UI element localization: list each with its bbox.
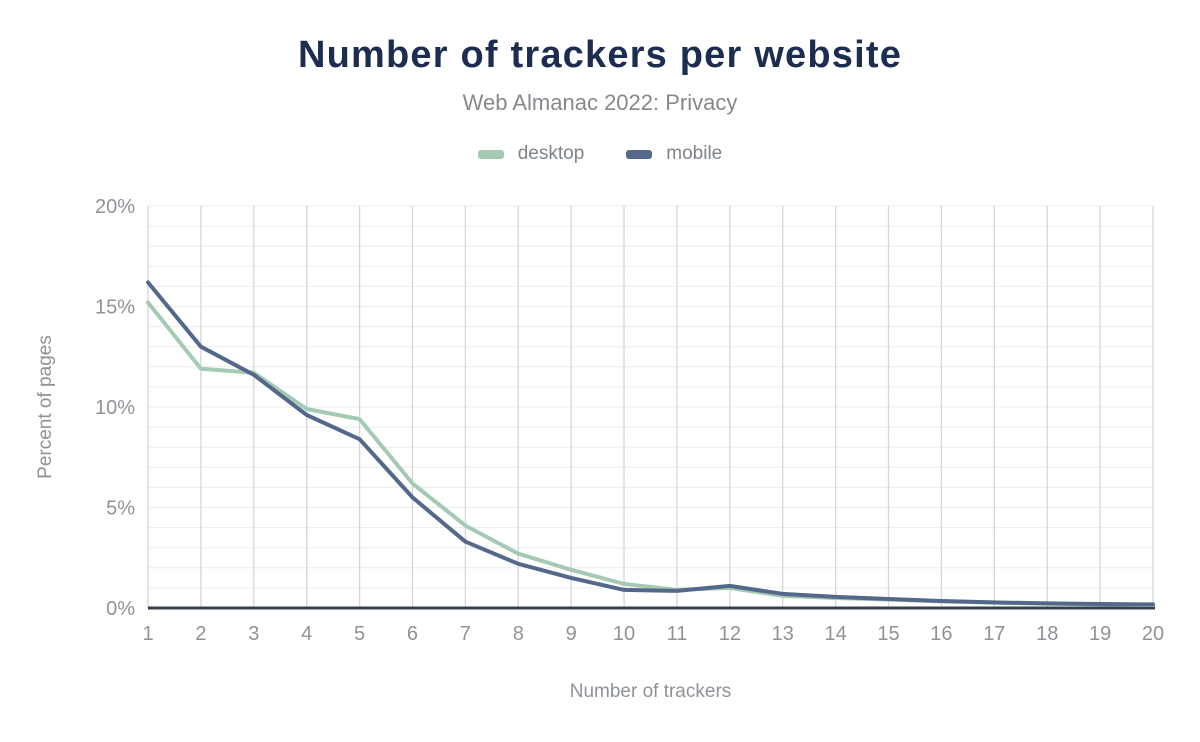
legend-label: mobile (666, 143, 723, 164)
x-tick-label: 1 (142, 623, 153, 645)
x-tick-label: 14 (825, 623, 847, 645)
legend: desktop mobile (0, 143, 1200, 165)
x-tick-label: 11 (667, 623, 688, 645)
x-tick-label: 3 (248, 623, 259, 645)
desktop-legend-swatch-icon (477, 149, 504, 159)
y-axis-title: Percent of pages (35, 335, 56, 479)
desktop-line (146, 300, 1155, 607)
x-tick-label: 17 (983, 623, 1005, 645)
x-tick-label: 13 (772, 623, 794, 645)
x-axis-title: Number of trackers (569, 681, 732, 702)
x-tick-label: 20 (1142, 623, 1164, 645)
mobile-line (146, 280, 1155, 607)
legend-label: desktop (517, 143, 585, 164)
x-tick-label: 2 (195, 623, 206, 645)
chart-subtitle: Web Almanac 2022: Privacy (462, 90, 738, 115)
y-tick-label: 20% (95, 196, 135, 218)
x-tick-label: 19 (1089, 623, 1111, 645)
y-tick-label: 10% (95, 397, 135, 419)
x-tick-label: 9 (566, 623, 577, 645)
x-tick-label: 12 (719, 623, 741, 645)
y-tick-label: 0% (106, 598, 135, 620)
x-tick-label: 6 (407, 623, 418, 645)
x-tick-label: 10 (613, 623, 635, 645)
x-tick-label: 4 (301, 623, 312, 645)
chart-title: Number of trackers per website (297, 34, 903, 76)
x-tick-label: 7 (460, 623, 471, 645)
legend-item-desktop[interactable]: desktop (477, 143, 585, 165)
y-tick-label: 5% (106, 498, 135, 520)
x-tick-label: 8 (513, 623, 524, 645)
y-tick-label: 15% (95, 297, 135, 319)
x-tick-label: 18 (1036, 623, 1058, 645)
legend-item-mobile[interactable]: mobile (626, 143, 722, 165)
x-tick-label: 16 (930, 623, 952, 645)
x-tick-label: 15 (877, 623, 899, 645)
x-tick-label: 5 (354, 623, 365, 645)
mobile-legend-swatch-icon (626, 149, 653, 159)
